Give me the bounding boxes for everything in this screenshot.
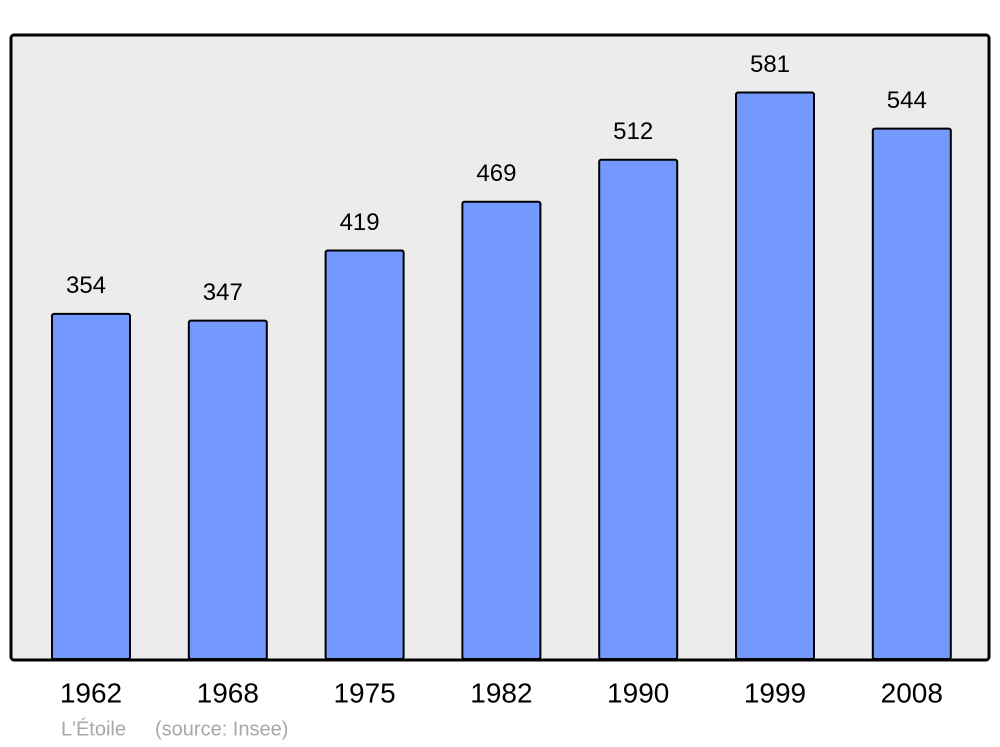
value-label: 419 (340, 209, 380, 236)
value-label: 354 (66, 272, 106, 299)
x-tick-label: 1975 (333, 677, 395, 708)
value-label: 581 (750, 51, 790, 78)
bar (735, 91, 815, 660)
bar (461, 200, 542, 660)
x-tick-label: 2008 (881, 677, 943, 708)
x-tick-label: 1999 (744, 677, 806, 708)
x-tick-label: 1962 (60, 677, 122, 708)
x-tick-label: 1990 (607, 677, 669, 708)
footer-source: (source: Insee) (155, 718, 288, 740)
bar (871, 127, 952, 661)
footer-place: L'Étoile (61, 717, 126, 740)
x-tick-label: 1968 (197, 677, 259, 708)
value-label: 512 (613, 118, 653, 145)
value-label: 544 (887, 87, 927, 114)
value-label: 469 (476, 160, 516, 187)
bar (324, 249, 405, 660)
bar (51, 312, 131, 660)
bar (598, 158, 679, 661)
value-label: 347 (203, 279, 243, 306)
bar (187, 319, 268, 660)
x-tick-label: 1982 (470, 677, 532, 708)
